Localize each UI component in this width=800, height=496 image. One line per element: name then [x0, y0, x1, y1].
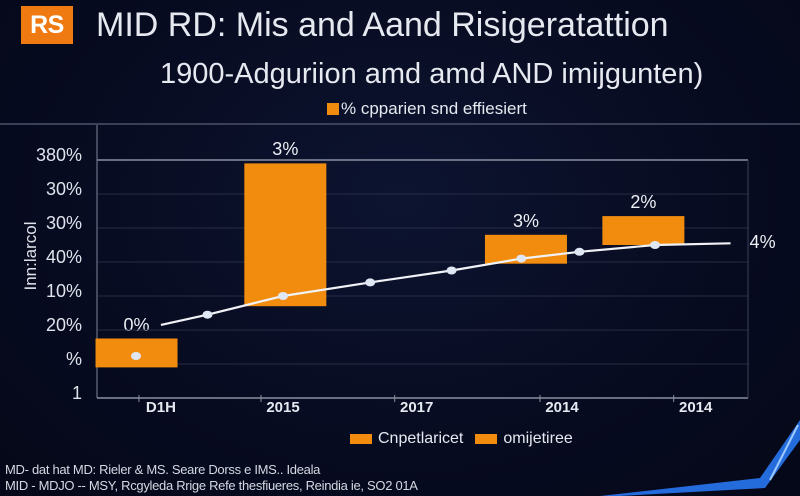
legend-label-line: omijetiree: [503, 430, 573, 447]
footer-line-2: MID - MDJO -- MSY, Rcgyleda Rrige Refe t…: [5, 478, 418, 493]
x-tick-label: D1H: [145, 399, 176, 416]
trend-point: [278, 292, 288, 300]
legend-swatch-bars: [350, 434, 372, 444]
y-tick-label: 20%: [45, 315, 82, 335]
y-tick-label: 30%: [45, 179, 82, 199]
logo-badge: RS: [21, 6, 73, 44]
legend-swatch-line: [475, 434, 498, 444]
y-tick-label: 10%: [45, 281, 82, 301]
x-tick-label: 2017: [400, 399, 434, 416]
chart-subtitle: 1900-Adguriion amd amd AND imijgunten): [160, 58, 704, 90]
x-tick-label: 2014: [679, 399, 713, 416]
bar-value-label: 3%: [272, 139, 299, 160]
bar: [244, 163, 327, 307]
bar-value-label: 3%: [512, 210, 539, 231]
trend-point: [365, 278, 376, 287]
top-legend: % cpparien snd effiesiert: [327, 99, 527, 119]
bar: [602, 216, 685, 245]
y-tick-label: 30%: [45, 213, 82, 233]
legend-swatch: [327, 103, 339, 115]
bottom-legend: Cnpetlaricet omijetiree: [350, 430, 573, 448]
x-tick-label: 2014: [545, 399, 579, 416]
trend-point: [446, 266, 457, 275]
y-tick-label: 380%: [35, 145, 82, 165]
trend-point: [574, 247, 585, 256]
trend-point: [131, 352, 141, 360]
decorative-swoosh: [600, 420, 800, 496]
trend-point: [516, 254, 527, 263]
decorative-swoosh-highlight: [769, 424, 799, 481]
top-legend-label: % cpparien snd effiesiert: [341, 99, 527, 118]
trend-point: [650, 241, 660, 249]
header-divider: [0, 123, 800, 125]
y-tick-label: %: [65, 349, 82, 369]
chart-title: MID RD: Mis and Aand Risigeratattion: [96, 6, 669, 44]
footer-line-1: MD- dat hat MD: Rieler & MS. Seare Dorss…: [5, 462, 321, 477]
y-tick-label: 1: [71, 383, 82, 403]
y-tick-label: 40%: [45, 247, 82, 267]
line-end-label: 4%: [749, 232, 776, 253]
bar-value-label: 2%: [630, 192, 657, 213]
trend-point: [202, 310, 213, 319]
legend-label-bars: Cnpetlaricet: [378, 430, 464, 447]
x-tick-label: 2015: [266, 399, 300, 416]
